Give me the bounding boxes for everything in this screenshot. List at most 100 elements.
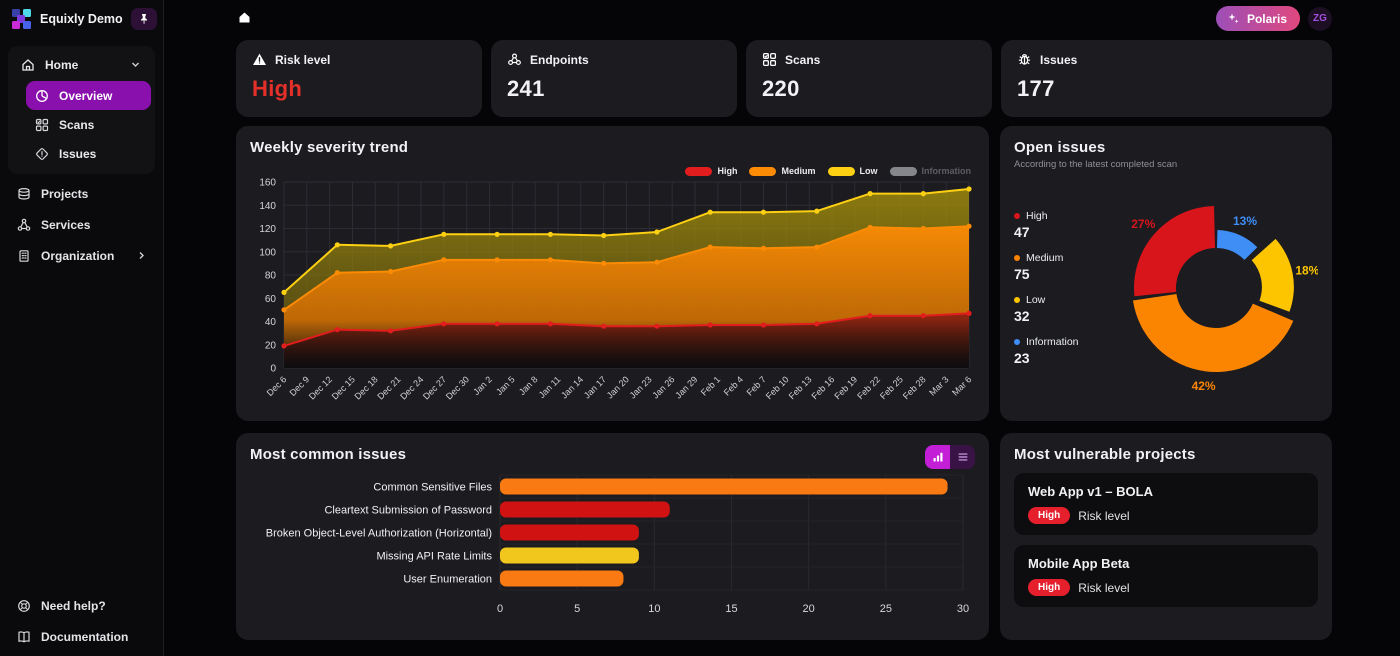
sidebar-item-label: Overview — [59, 88, 113, 103]
sidebar-item-label: Documentation — [41, 629, 129, 644]
risk-label: Risk level — [1078, 508, 1130, 523]
svg-text:Jan 5: Jan 5 — [494, 374, 517, 397]
bar-category-label: User Enumeration — [403, 574, 492, 586]
donut-pct-label: 18% — [1296, 264, 1318, 278]
most-common-issues-chart[interactable]: 0 5 10 15 20 25 30 Common Sensitive Files Cleart… — [250, 471, 971, 635]
home-icon — [20, 57, 35, 72]
svg-text:Feb 28: Feb 28 — [901, 374, 928, 401]
open-issues-donut-chart[interactable]: 13% 18% 42% 27% — [1099, 178, 1318, 406]
svg-text:30: 30 — [957, 603, 969, 615]
svg-text:25: 25 — [880, 603, 892, 615]
stat-label: Scans — [785, 52, 821, 67]
open-issues-legend-item-high[interactable]: High 47 — [1014, 210, 1099, 240]
line-low[interactable] — [283, 188, 970, 294]
trend-legend-item-information[interactable]: Information — [889, 166, 971, 176]
open-issues-legend-item-medium[interactable]: Medium 75 — [1014, 252, 1099, 282]
building-icon — [16, 248, 31, 263]
sidebar-item-label: Services — [41, 217, 91, 232]
donut-slice-information[interactable] — [1217, 230, 1258, 260]
sidebar-item-organization[interactable]: Organization — [0, 240, 163, 271]
panel-subtitle: According to the latest completed scan — [1014, 159, 1178, 170]
sidebar-item-documentation[interactable]: Documentation — [0, 621, 163, 652]
bar-1[interactable] — [500, 501, 670, 518]
sidebar-item-label: Need help? — [41, 598, 106, 613]
bar-3[interactable] — [500, 547, 639, 564]
donut-pct-label: 13% — [1233, 214, 1257, 228]
layers-stack-icon — [16, 186, 31, 201]
sidebar-item-overview[interactable]: Overview — [26, 81, 151, 110]
svg-text:Feb 16: Feb 16 — [810, 374, 837, 401]
svg-text:Feb 10: Feb 10 — [764, 374, 791, 401]
bar-4[interactable] — [500, 570, 624, 587]
legend-dot — [1014, 213, 1020, 219]
svg-text:Feb 13: Feb 13 — [787, 374, 814, 401]
svg-text:Jan 26: Jan 26 — [650, 374, 676, 400]
topbar: Polaris ZG — [165, 0, 1400, 36]
brand-title: Equixly Demo — [40, 12, 123, 26]
panel-title: Weekly severity trend — [250, 139, 409, 156]
pin-icon — [137, 12, 152, 27]
panel-title: Most vulnerable projects — [1014, 446, 1196, 463]
panel-title: Open issues — [1014, 139, 1106, 156]
bar-chart-view-button[interactable] — [925, 445, 950, 469]
svg-text:Jan 17: Jan 17 — [582, 374, 608, 400]
sidebar-item-label: Home — [45, 57, 79, 72]
open-issues-legend: High 47 Medium 75 Low 32 Information 23 — [1014, 178, 1099, 406]
trend-legend-item-high[interactable]: High — [685, 166, 737, 176]
stat-card-endpoints: Endpoints 241 — [491, 40, 737, 117]
sidebar-item-scans[interactable]: Scans — [26, 110, 151, 139]
most-common-issues-panel: Most common issues 0 5 10 15 20 25 30 Common Se… — [236, 433, 989, 640]
endpoints-nodes-icon — [507, 52, 522, 67]
stat-value-issues: 177 — [1017, 76, 1055, 101]
bar-2[interactable] — [500, 524, 639, 541]
stat-card-issues: Issues 177 — [1001, 40, 1332, 117]
stats-row: Risk level High Endpoints 241 — [236, 40, 1332, 117]
sidebar-item-projects[interactable]: Projects — [0, 178, 163, 209]
svg-text:Jan 11: Jan 11 — [537, 374, 563, 400]
donut-slice-high[interactable] — [1134, 206, 1216, 297]
legend-label: Low — [859, 166, 878, 176]
pie-chart-icon — [34, 88, 49, 103]
trend-legend-item-low[interactable]: Low — [827, 166, 878, 176]
line-high[interactable] — [283, 312, 970, 347]
risk-badge: High — [1028, 579, 1071, 596]
bar-category-label: Broken Object-Level Authorization (Horiz… — [266, 528, 492, 540]
sidebar-item-label: Projects — [41, 186, 89, 201]
bar-category-label: Common Sensitive Files — [373, 482, 492, 494]
most-vulnerable-projects-panel: Most vulnerable projects Web App v1 – BO… — [1000, 433, 1332, 640]
donut-slice-medium[interactable] — [1133, 293, 1294, 372]
open-issues-legend-item-information[interactable]: Information 23 — [1014, 336, 1099, 366]
project-card[interactable]: Mobile App Beta High Risk level — [1014, 545, 1318, 607]
bar-category-label: Missing API Rate Limits — [376, 551, 492, 563]
sidebar-item-issues[interactable]: Issues — [26, 139, 151, 168]
list-view-button[interactable] — [950, 445, 975, 469]
bar-0[interactable] — [500, 478, 948, 495]
svg-text:Feb 25: Feb 25 — [878, 374, 905, 401]
donut-slice-low[interactable] — [1251, 238, 1295, 312]
sidebar-item-services[interactable]: Services — [0, 209, 163, 240]
equixly-logo-icon — [12, 9, 32, 29]
legend-label: Low — [1026, 294, 1046, 306]
sidebar-item-home[interactable]: Home — [12, 50, 151, 79]
svg-text:60: 60 — [265, 294, 277, 305]
legend-pill — [749, 166, 777, 176]
legend-value: 32 — [1014, 308, 1030, 324]
polaris-button[interactable]: Polaris — [1215, 6, 1300, 31]
open-issues-legend-item-low[interactable]: Low 32 — [1014, 294, 1099, 324]
svg-text:15: 15 — [725, 603, 737, 615]
breadcrumb-home-icon[interactable] — [238, 11, 251, 29]
home-nav-group: Home Overview Scans — [8, 46, 155, 174]
svg-text:Dec 24: Dec 24 — [398, 374, 425, 401]
book-icon — [16, 629, 31, 644]
user-avatar[interactable]: ZG — [1308, 6, 1332, 31]
trend-legend-item-medium[interactable]: Medium — [749, 166, 816, 176]
legend-label: High — [1026, 210, 1048, 222]
sidebar-item-label: Scans — [59, 117, 95, 132]
project-card[interactable]: Web App v1 – BOLA High Risk level — [1014, 473, 1318, 535]
legend-value: 47 — [1014, 224, 1030, 240]
line-medium[interactable] — [283, 225, 970, 311]
pin-sidebar-button[interactable] — [131, 8, 157, 30]
sidebar-item-need-help[interactable]: Need help? — [0, 590, 163, 621]
svg-text:120: 120 — [259, 224, 276, 235]
